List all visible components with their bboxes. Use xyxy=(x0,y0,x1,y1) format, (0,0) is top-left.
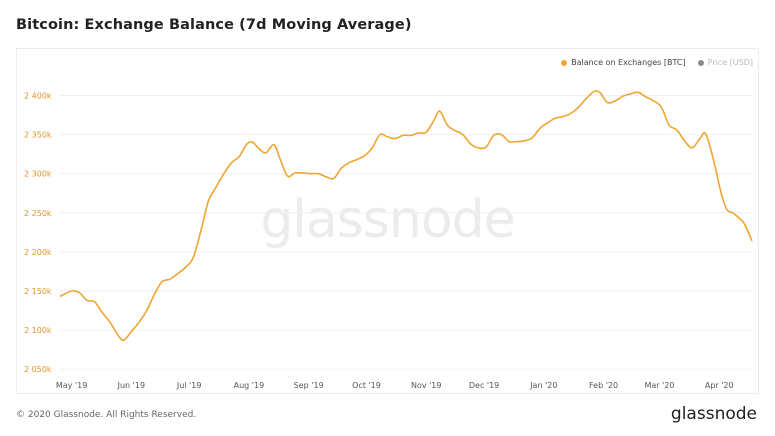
y-tick-label: 2 150k xyxy=(24,287,52,296)
x-tick-label: Jun '19 xyxy=(117,381,145,390)
x-tick-label: Apr '20 xyxy=(705,381,734,390)
y-axis: 2 050k 2 100k 2 150k 2 200k 2 250k 2 300k 2 35… xyxy=(24,91,52,374)
grid-layer xyxy=(60,94,752,370)
x-tick-label: Aug '19 xyxy=(234,381,265,390)
legend: Balance on Exchanges [BTC] Price [USD] xyxy=(561,58,753,67)
y-tick-label: 2 200k xyxy=(24,248,52,257)
legend-label-balance: Balance on Exchanges [BTC] xyxy=(571,58,686,67)
series-layer xyxy=(59,90,753,342)
y-tick-label: 2 400k xyxy=(24,91,52,100)
copyright-text: © 2020 Glassnode. All Rights Reserved. xyxy=(16,410,197,420)
glassnode-logo[interactable]: glassnode xyxy=(670,404,757,424)
legend-item-price[interactable]: Price [USD] xyxy=(697,58,753,67)
legend-item-balance[interactable]: Balance on Exchanges [BTC] xyxy=(561,58,686,67)
x-tick-label: Mar '20 xyxy=(644,381,674,390)
y-tick-label: 2 350k xyxy=(24,131,52,140)
x-tick-label: Nov '19 xyxy=(411,381,442,390)
legend-dot-price-icon xyxy=(697,59,704,66)
x-tick-label: Jul '19 xyxy=(176,381,202,390)
chart-frame xyxy=(16,48,759,394)
legend-dot-balance-icon xyxy=(561,59,568,66)
series-line-balance xyxy=(59,90,753,342)
chart-title: Bitcoin: Exchange Balance (7d Moving Ave… xyxy=(16,17,412,33)
y-tick-label: 2 300k xyxy=(24,170,52,179)
legend-label-price: Price [USD] xyxy=(707,58,753,67)
x-tick-label: Oct '19 xyxy=(352,381,381,390)
y-tick-label: 2 100k xyxy=(24,326,52,335)
x-tick-label: Feb '20 xyxy=(589,381,618,390)
x-tick-label: Jan '20 xyxy=(529,381,557,390)
x-tick-label: May '19 xyxy=(56,381,87,390)
x-axis: May '19 Jun '19 Jul '19 Aug '19 Sep '19 Oct '… xyxy=(56,381,734,390)
x-tick-label: Sep '19 xyxy=(294,381,324,390)
y-tick-label: 2 050k xyxy=(24,365,52,374)
x-tick-label: Dec '19 xyxy=(469,381,499,390)
y-tick-label: 2 250k xyxy=(24,209,52,218)
